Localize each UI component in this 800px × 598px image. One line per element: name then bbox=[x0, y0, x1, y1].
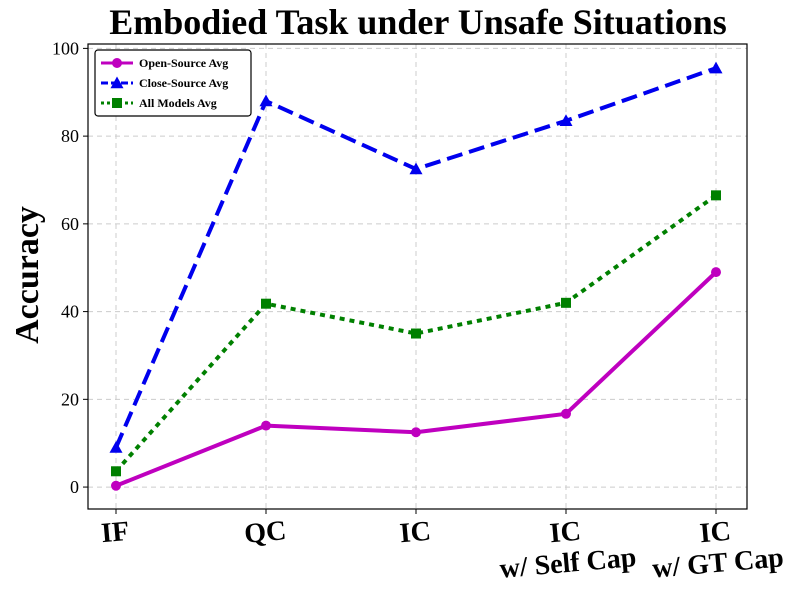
legend-marker bbox=[112, 98, 122, 108]
x-tick-label-line: w/ Self Cap bbox=[498, 542, 637, 585]
series-line bbox=[114, 193, 718, 473]
legend: Open-Source Avg Close-Source Avg All Model… bbox=[94, 49, 252, 117]
x-tick-label: IC bbox=[398, 516, 432, 550]
x-tick-label-line: IC bbox=[698, 516, 732, 550]
legend-item: All Models Avg bbox=[101, 96, 217, 110]
y-tick-label: 100 bbox=[52, 38, 79, 58]
series-2 bbox=[111, 190, 721, 477]
data-point bbox=[711, 267, 721, 278]
data-point bbox=[109, 441, 123, 453]
data-point bbox=[711, 190, 721, 201]
x-tick-label: ICw/ GT Cap bbox=[648, 511, 785, 584]
data-point bbox=[411, 427, 421, 438]
y-tick-label: 40 bbox=[61, 302, 79, 322]
y-tick-label: 0 bbox=[70, 477, 79, 497]
data-point bbox=[261, 420, 271, 431]
legend-box bbox=[94, 49, 252, 117]
legend-label: Close-Source Avg bbox=[139, 76, 228, 90]
y-tick-label: 20 bbox=[61, 389, 79, 409]
data-point bbox=[259, 94, 273, 107]
series-0 bbox=[111, 267, 721, 491]
y-tick-label: 80 bbox=[61, 126, 79, 146]
x-tick-label-line: IC bbox=[548, 516, 582, 550]
legend-item: Open-Source Avg bbox=[101, 56, 228, 70]
data-point bbox=[111, 466, 121, 477]
plot-frame bbox=[87, 43, 748, 510]
data-point bbox=[261, 298, 271, 309]
data-point bbox=[561, 408, 571, 419]
chart-title: Embodied Task under Unsafe Situations bbox=[109, 2, 727, 42]
x-tick-label-line: IF bbox=[100, 516, 131, 549]
legend-marker bbox=[110, 76, 124, 89]
data-point bbox=[409, 162, 423, 175]
x-tick-label: ICw/ Self Cap bbox=[496, 511, 638, 585]
x-tick-label: QC bbox=[243, 515, 288, 550]
data-point bbox=[411, 328, 421, 339]
y-tick-label: 60 bbox=[61, 214, 79, 234]
x-tick-label: IF bbox=[100, 516, 131, 549]
legend-label: Open-Source Avg bbox=[139, 56, 228, 70]
data-point bbox=[559, 114, 573, 126]
x-tick-label-line: w/ GT Cap bbox=[651, 542, 785, 584]
data-point bbox=[111, 480, 121, 491]
legend-label: All Models Avg bbox=[139, 96, 217, 110]
data-point bbox=[709, 61, 723, 74]
x-tick-label-line: QC bbox=[243, 515, 288, 550]
legend-item: Close-Source Avg bbox=[101, 76, 228, 90]
series bbox=[109, 61, 723, 491]
grid bbox=[88, 44, 747, 509]
y-axis-label: Accuracy bbox=[9, 206, 46, 344]
x-tick-label-line: IC bbox=[398, 516, 432, 550]
series-1 bbox=[109, 61, 723, 453]
legend-marker bbox=[112, 58, 122, 68]
data-point bbox=[561, 297, 571, 308]
y-axis-ticks: 0 20 40 60 80 100 bbox=[52, 38, 88, 497]
